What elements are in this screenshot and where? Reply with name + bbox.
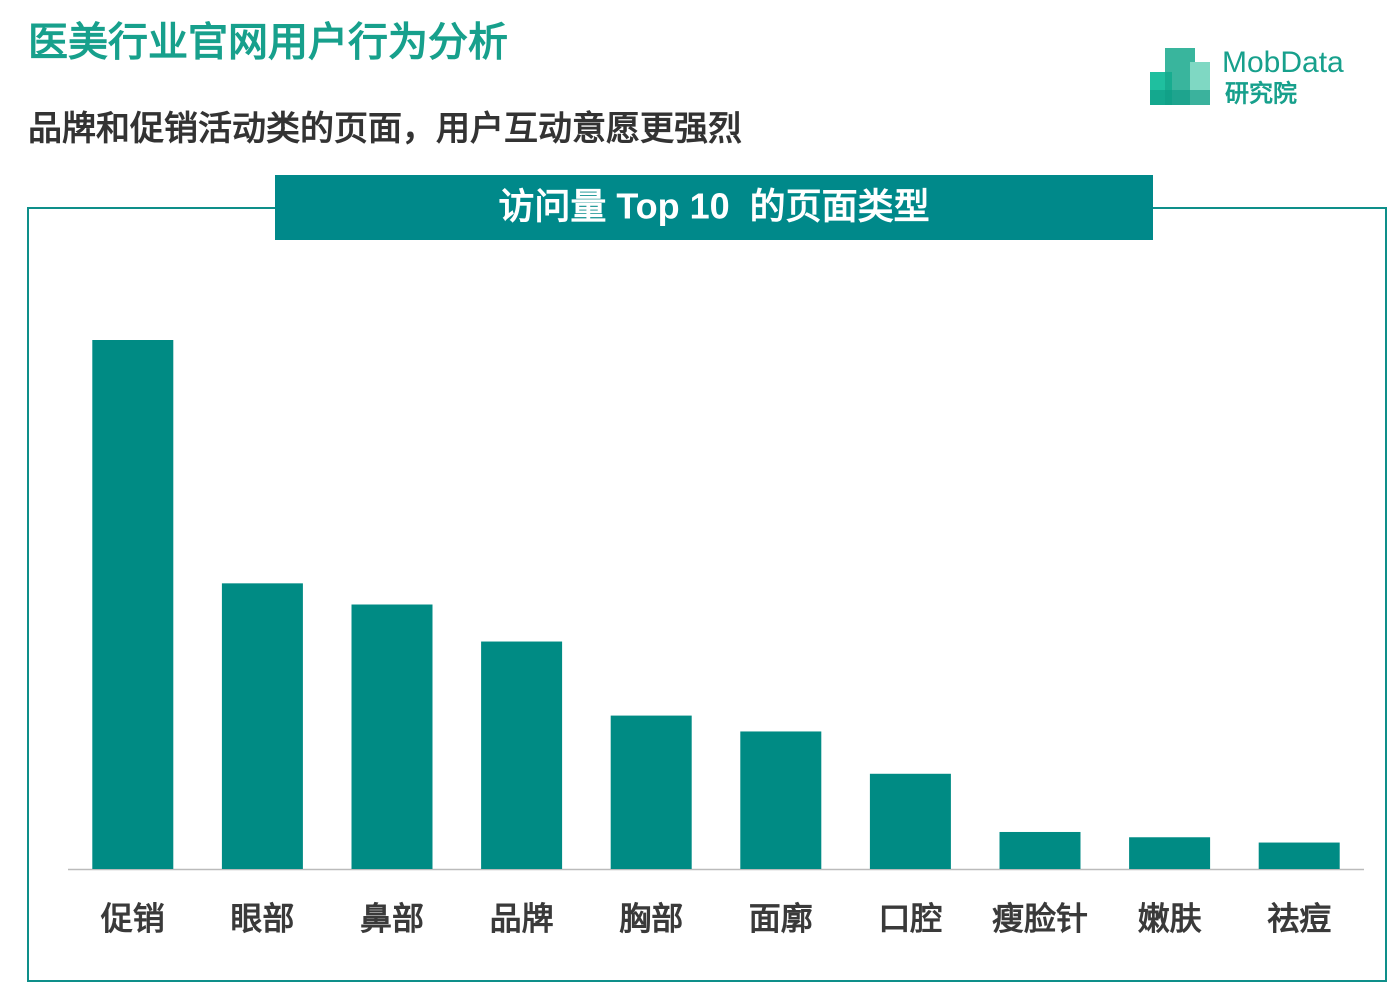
x-tick-label: 面廓 xyxy=(749,900,813,936)
bar xyxy=(351,604,433,869)
bar xyxy=(1258,842,1340,869)
bar xyxy=(869,773,951,869)
x-tick-label: 祛痘 xyxy=(1267,900,1331,936)
x-tick-label: 嫩肤 xyxy=(1138,900,1203,936)
x-tick-label: 口腔 xyxy=(878,900,942,936)
bar xyxy=(92,340,174,869)
bar xyxy=(610,715,692,869)
x-tick-label: 瘦脸针 xyxy=(992,900,1088,936)
x-tick-label: 胸部 xyxy=(619,900,683,936)
logo-icon xyxy=(1150,48,1210,105)
bar xyxy=(481,641,563,869)
chart-title: 访问量 Top 10 的页面类型 xyxy=(498,186,929,227)
x-tick-label: 眼部 xyxy=(230,900,294,936)
bar xyxy=(740,731,822,869)
bar xyxy=(1129,837,1211,869)
x-tick-label: 促销 xyxy=(100,900,165,936)
x-tick-label: 鼻部 xyxy=(360,900,424,936)
logo-name: MobData xyxy=(1222,46,1344,79)
title-bar xyxy=(275,175,1153,240)
x-tick-label: 品牌 xyxy=(490,900,554,936)
bar xyxy=(999,831,1081,869)
bar xyxy=(221,583,303,869)
page-subtitle: 品牌和促销活动类的页面，用户互动意愿更强烈 xyxy=(28,110,742,148)
logo-sub: 研究院 xyxy=(1225,79,1297,107)
page-title: 医美行业官网用户行为分析 xyxy=(28,21,508,65)
